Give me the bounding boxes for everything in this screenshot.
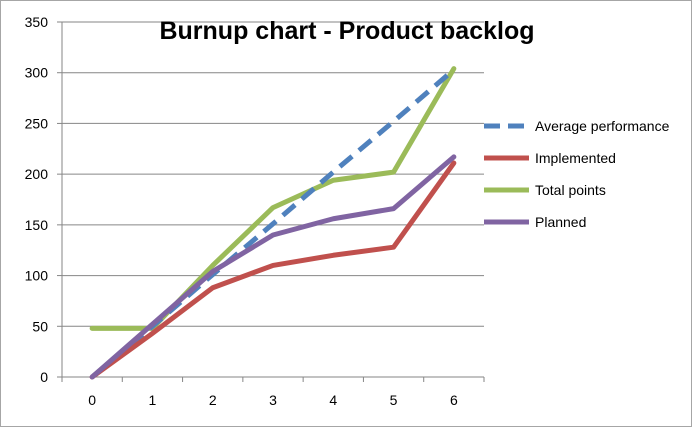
y-tick-label: 150 [25,217,49,233]
x-tick-label: 3 [269,392,277,408]
y-tick-label: 200 [25,166,49,182]
x-tick-label: 0 [88,392,96,408]
gridlines [57,21,484,378]
x-tick-label: 5 [390,392,398,408]
x-tick-label: 1 [149,392,157,408]
y-tick-label: 250 [25,115,49,131]
series-lines [89,66,457,380]
y-tick-label: 0 [40,369,48,385]
series-line-implemented [89,160,457,380]
series-line-planned [89,154,457,380]
x-tick-label: 6 [450,392,458,408]
series-line-total-points [89,66,457,331]
tick-labels: 0 50 100 150 200 250 300 350 0 1 2 3 4 5 6 [25,14,458,408]
x-tick-label: 4 [329,392,337,408]
axes [61,22,485,382]
y-tick-label: 300 [25,65,49,81]
y-tick-label: 100 [25,268,49,284]
legend-label: Implemented [535,150,616,166]
y-tick-label: 50 [32,318,48,334]
legend-label: Average performance [535,118,670,134]
x-tick-label: 2 [209,392,217,408]
legend-label: Planned [535,214,586,230]
chart-title: Burnup chart - Product backlog [159,17,534,45]
legend: Average performance Implemented Total poin… [484,118,670,230]
y-tick-label: 350 [25,14,49,30]
legend-label: Total points [535,182,606,198]
